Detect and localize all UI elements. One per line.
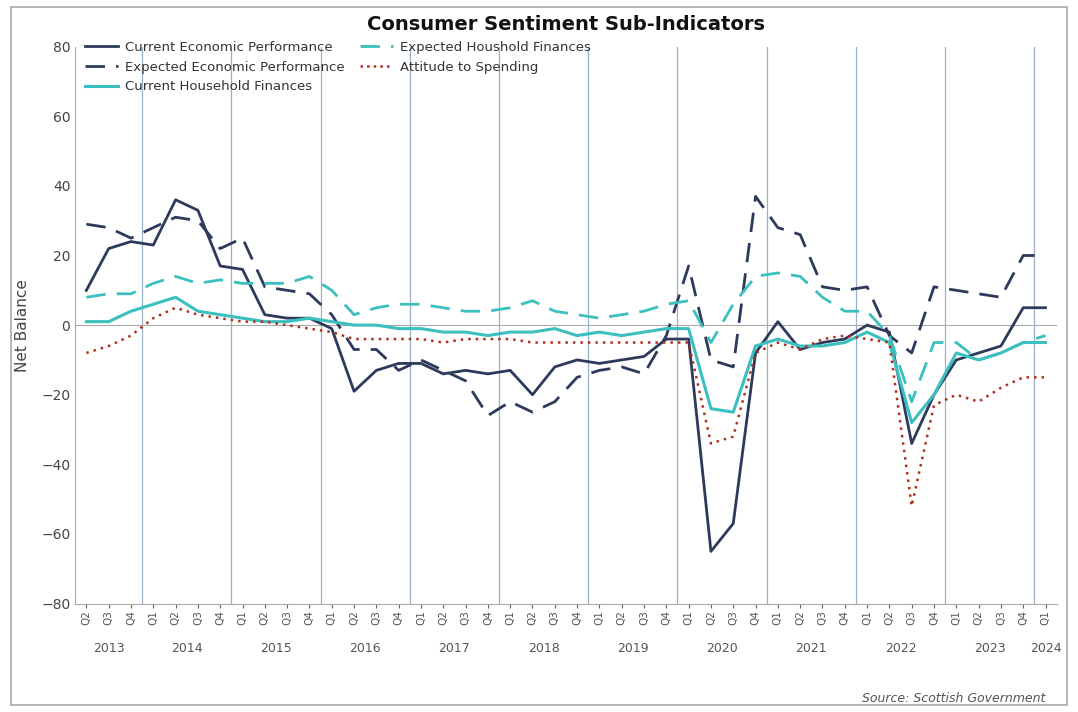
Y-axis label: Net Balance: Net Balance — [15, 278, 30, 372]
Title: Consumer Sentiment Sub-Indicators: Consumer Sentiment Sub-Indicators — [367, 15, 765, 34]
Text: 2017: 2017 — [439, 642, 470, 655]
Text: 2023: 2023 — [973, 642, 1006, 655]
Text: 2014: 2014 — [171, 642, 203, 655]
Text: Source: Scottish Government: Source: Scottish Government — [862, 692, 1046, 705]
Text: 2024: 2024 — [1029, 642, 1062, 655]
Text: 2019: 2019 — [617, 642, 649, 655]
Text: 2016: 2016 — [349, 642, 381, 655]
Text: 2022: 2022 — [885, 642, 916, 655]
Text: 2021: 2021 — [796, 642, 827, 655]
Text: 2020: 2020 — [706, 642, 738, 655]
Legend: Current Economic Performance, Expected Economic Performance, Current Household F: Current Economic Performance, Expected E… — [85, 41, 591, 93]
Text: 2018: 2018 — [528, 642, 559, 655]
Text: 2013: 2013 — [93, 642, 124, 655]
Text: 2015: 2015 — [260, 642, 292, 655]
